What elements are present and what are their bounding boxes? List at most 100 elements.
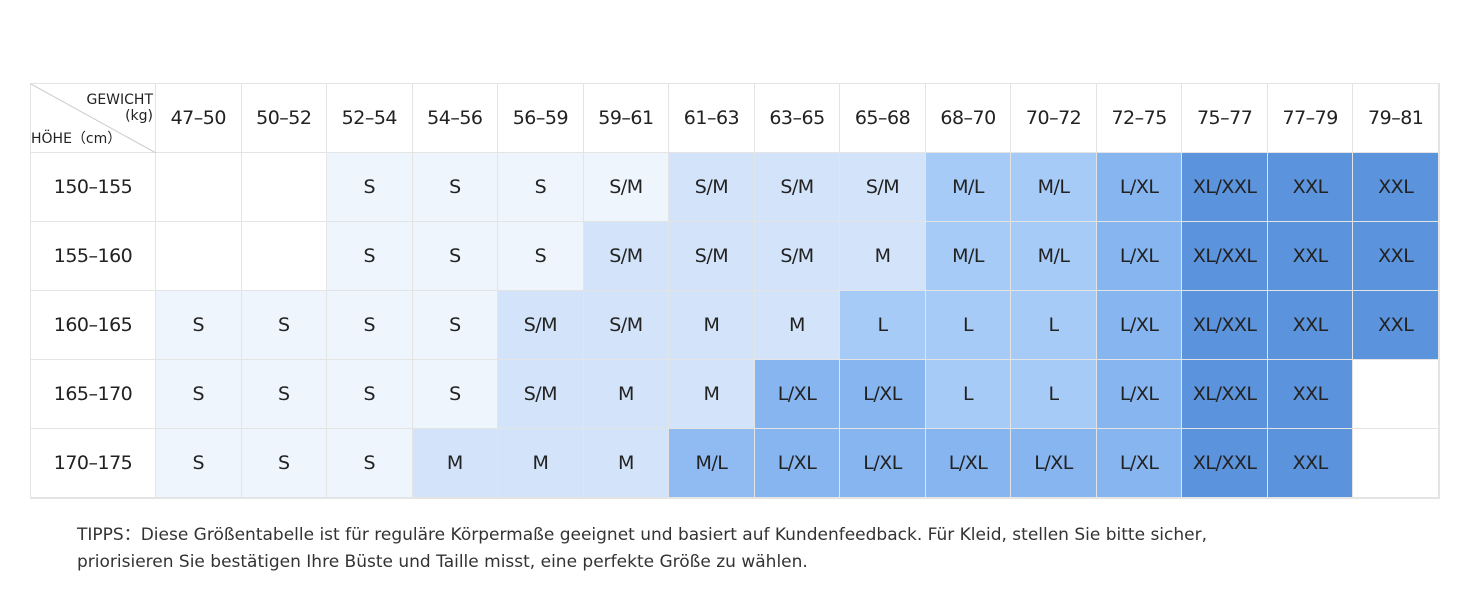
size-cell: XL/XXL: [1182, 222, 1268, 291]
size-cell: L: [1011, 291, 1097, 360]
size-cell: L: [1011, 360, 1097, 429]
size-cell: XXL: [1267, 222, 1354, 291]
size-cell: L/XL: [1096, 153, 1183, 222]
size-cell: S/M: [754, 153, 841, 222]
size-table: GEWICHT (kg) HÖHE（cm） 47–50 50–52 52–54 54–…: [30, 83, 1440, 499]
column-header: 47–50: [156, 84, 242, 153]
size-cell: S: [241, 291, 328, 360]
size-cell: XXL: [1267, 153, 1354, 222]
size-cell: XL/XXL: [1182, 153, 1268, 222]
weight-unit: (kg): [125, 108, 153, 124]
size-cell: S/M: [583, 153, 670, 222]
row-header: 155–160: [31, 222, 156, 291]
row-header: 160–165: [31, 291, 156, 360]
size-cell: S: [327, 360, 413, 429]
empty-cell: [241, 153, 328, 222]
size-cell: S/M: [498, 360, 584, 429]
size-cell: S/M: [840, 153, 926, 222]
column-header: 54–56: [412, 84, 499, 153]
size-cell: S: [412, 153, 499, 222]
size-cell: S: [156, 360, 242, 429]
footnote-line: TIPPS：Diese Größentabelle ist für regulä…: [77, 525, 1208, 545]
column-header: 50–52: [241, 84, 328, 153]
column-header: 52–54: [327, 84, 413, 153]
size-cell: L/XL: [1096, 222, 1183, 291]
size-cell: XXL: [1267, 291, 1354, 360]
empty-cell: [1353, 360, 1439, 429]
size-cell: S: [498, 153, 584, 222]
empty-cell: [156, 222, 242, 291]
column-header: 77–79: [1267, 84, 1354, 153]
size-cell: M/L: [925, 222, 1012, 291]
size-cell: S/M: [754, 222, 841, 291]
size-cell: S: [156, 429, 242, 498]
size-cell: M/L: [1011, 222, 1097, 291]
empty-cell: [241, 222, 328, 291]
size-cell: M: [754, 291, 841, 360]
row-header: 165–170: [31, 360, 156, 429]
size-cell: S: [156, 291, 242, 360]
size-cell: M: [583, 360, 670, 429]
size-cell: M: [498, 429, 584, 498]
empty-cell: [156, 153, 242, 222]
size-cell: L/XL: [1011, 429, 1097, 498]
row-header: 150–155: [31, 153, 156, 222]
size-cell: M: [840, 222, 926, 291]
column-header: 65–68: [840, 84, 926, 153]
size-cell: M/L: [1011, 153, 1097, 222]
size-cell: L/XL: [1096, 291, 1183, 360]
column-header: 61–63: [669, 84, 755, 153]
diagonal: [31, 84, 156, 153]
size-cell: S/M: [583, 222, 670, 291]
size-cell: S: [412, 222, 499, 291]
column-header: 56–59: [498, 84, 584, 153]
column-header: 75–77: [1182, 84, 1268, 153]
size-cell: L: [925, 291, 1012, 360]
size-cell: L: [925, 360, 1012, 429]
column-header: 59–61: [583, 84, 670, 153]
size-cell: L/XL: [840, 360, 926, 429]
size-cell: S/M: [583, 291, 670, 360]
empty-cell: [1353, 429, 1439, 498]
size-cell: L/XL: [1096, 429, 1183, 498]
size-cell: L/XL: [925, 429, 1012, 498]
size-cell: S: [412, 291, 499, 360]
size-cell: XL/XXL: [1182, 429, 1268, 498]
size-cell: S: [241, 429, 328, 498]
size-cell: L/XL: [840, 429, 926, 498]
size-cell: M: [583, 429, 670, 498]
column-header: 68–70: [925, 84, 1012, 153]
size-cell: L: [840, 291, 926, 360]
size-cell: L/XL: [1096, 360, 1183, 429]
size-cell: M: [669, 360, 755, 429]
height-label: HÖHE（cm）: [31, 131, 122, 147]
size-cell: M: [669, 291, 755, 360]
size-cell: S: [412, 360, 499, 429]
size-cell: XXL: [1353, 153, 1439, 222]
size-cell: XL/XXL: [1182, 360, 1268, 429]
column-header: 72–75: [1096, 84, 1183, 153]
size-cell: S: [498, 222, 584, 291]
footnote: TIPPS：Diese Größentabelle ist für regulä…: [77, 522, 1207, 576]
size-cell: M/L: [669, 429, 755, 498]
size-cell: S: [327, 153, 413, 222]
size-cell: L/XL: [754, 360, 841, 429]
size-cell: S/M: [498, 291, 584, 360]
column-header: 70–72: [1011, 84, 1097, 153]
size-cell: S: [327, 429, 413, 498]
size-cell: XXL: [1353, 291, 1439, 360]
column-header: 79–81: [1353, 84, 1439, 153]
weight-label: GEWICHT: [86, 92, 153, 108]
size-cell: S: [327, 291, 413, 360]
size-cell: XL/XXL: [1182, 291, 1268, 360]
size-cell: XXL: [1353, 222, 1439, 291]
corner-header: GEWICHT (kg) HÖHE（cm）: [31, 84, 156, 153]
size-cell: S/M: [669, 153, 755, 222]
size-cell: S: [327, 222, 413, 291]
footnote-line: priorisieren Sie bestätigen Ihre Büste u…: [77, 552, 808, 572]
size-cell: M: [412, 429, 499, 498]
column-header: 63–65: [754, 84, 841, 153]
size-cell: L/XL: [754, 429, 841, 498]
size-cell: XXL: [1267, 429, 1354, 498]
size-cell: M/L: [925, 153, 1012, 222]
